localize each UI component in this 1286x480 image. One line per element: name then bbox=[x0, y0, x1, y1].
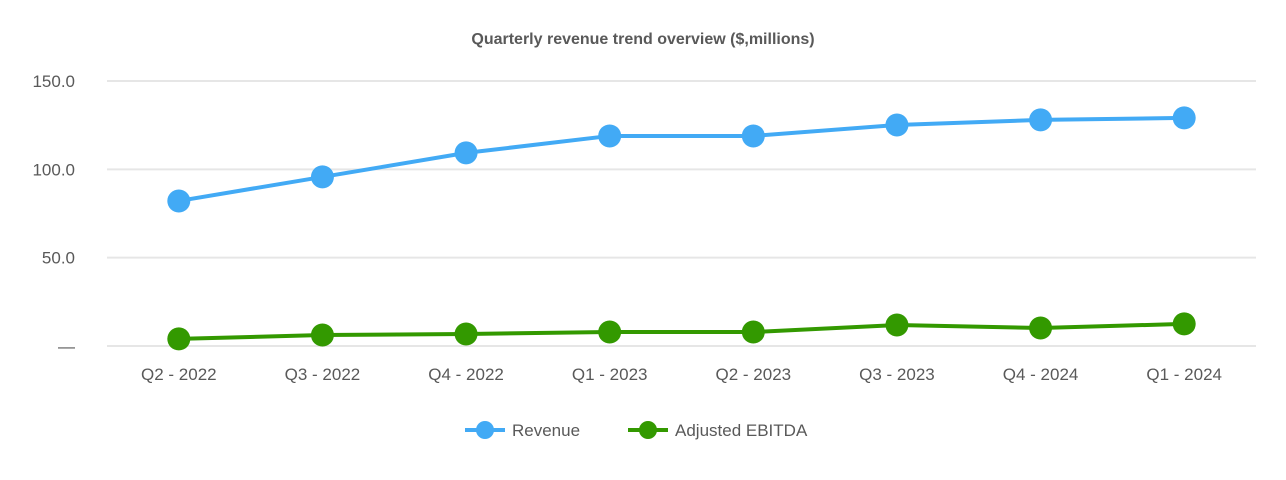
data-point bbox=[1172, 312, 1196, 336]
x-tick-label: Q4 - 2022 bbox=[428, 365, 504, 384]
series-line bbox=[178, 115, 1185, 203]
data-point bbox=[454, 322, 478, 346]
legend: Revenue Adjusted EBITDA bbox=[465, 421, 808, 440]
data-point bbox=[885, 113, 909, 137]
data-point bbox=[741, 320, 765, 344]
legend-label: Revenue bbox=[512, 421, 580, 440]
data-point bbox=[1029, 108, 1053, 132]
chart-title: Quarterly revenue trend overview ($,mill… bbox=[471, 31, 814, 48]
data-point bbox=[598, 320, 622, 344]
legend-item: Adjusted EBITDA bbox=[628, 421, 808, 440]
x-tick-label: Q1 - 2023 bbox=[572, 365, 648, 384]
legend-marker bbox=[476, 421, 494, 439]
series-adjusted-ebitda bbox=[167, 312, 1196, 351]
data-point bbox=[310, 165, 334, 189]
series-revenue bbox=[167, 106, 1196, 213]
y-tick-label: 150.0 bbox=[32, 72, 75, 91]
data-point bbox=[1172, 106, 1196, 130]
y-axis: — 50.0 100.0 150.0 bbox=[32, 72, 75, 356]
y-tick-label: — bbox=[58, 337, 75, 356]
x-tick-label: Q1 - 2024 bbox=[1146, 365, 1222, 384]
legend-label: Adjusted EBITDA bbox=[675, 421, 808, 440]
legend-marker bbox=[639, 421, 657, 439]
x-axis: Q2 - 2022 Q3 - 2022 Q4 - 2022 Q1 - 2023 Q2 -… bbox=[141, 365, 1222, 384]
x-tick-label: Q4 - 2024 bbox=[1003, 365, 1079, 384]
data-point bbox=[598, 124, 622, 148]
series-line bbox=[178, 321, 1185, 341]
gridlines bbox=[107, 80, 1256, 347]
legend-item: Revenue bbox=[465, 421, 580, 440]
x-tick-label: Q2 - 2022 bbox=[141, 365, 217, 384]
data-point bbox=[167, 189, 191, 213]
data-point bbox=[1029, 316, 1053, 340]
x-tick-label: Q3 - 2022 bbox=[285, 365, 361, 384]
data-point bbox=[454, 141, 478, 165]
series-layer bbox=[167, 106, 1196, 351]
y-tick-label: 50.0 bbox=[42, 249, 75, 268]
data-point bbox=[310, 323, 334, 347]
data-point bbox=[885, 313, 909, 337]
data-point bbox=[741, 124, 765, 148]
x-tick-label: Q2 - 2023 bbox=[716, 365, 792, 384]
data-point bbox=[167, 327, 191, 351]
y-tick-label: 100.0 bbox=[32, 160, 75, 179]
x-tick-label: Q3 - 2023 bbox=[859, 365, 935, 384]
